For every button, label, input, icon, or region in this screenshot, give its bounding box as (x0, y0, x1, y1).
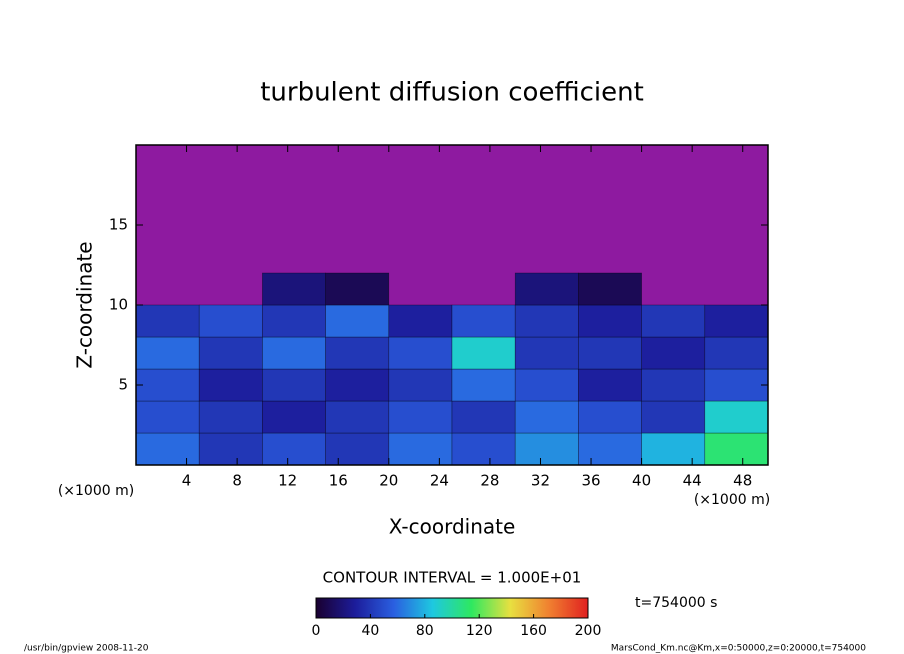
colorbar-tick-label: 200 (575, 623, 602, 639)
x-tick-label: 20 (379, 472, 398, 490)
colorbar-tick-label: 80 (416, 623, 434, 639)
field-cell (704, 304, 769, 338)
footer-left: /usr/bin/gpview 2008-11-20 (24, 644, 149, 654)
x-tick-label: 44 (683, 472, 702, 490)
colorbar-tick-label: 160 (520, 623, 547, 639)
field-cell (514, 304, 579, 338)
field-cell (262, 304, 326, 338)
field-cell (578, 272, 642, 306)
field-cell (262, 272, 326, 306)
y-tick-label: 5 (118, 376, 128, 394)
x-tick-label: 12 (278, 472, 297, 490)
field-cell (451, 432, 516, 466)
field-cell (388, 400, 453, 434)
x-tick-label: 36 (581, 472, 600, 490)
field-cell (451, 368, 516, 402)
field-cell (198, 368, 263, 402)
x-tick-label: 16 (329, 472, 348, 490)
x-tick-label: 48 (733, 472, 752, 490)
field-cell (388, 336, 453, 370)
field-cell (704, 432, 769, 466)
field-cell (135, 304, 200, 338)
y-axis-label: Z-coordinate (73, 241, 97, 368)
chart-title: turbulent diffusion coefficient (260, 78, 644, 108)
field-cell (578, 368, 642, 402)
y-unit: (×1000 m) (58, 483, 134, 499)
field-cell (198, 336, 263, 370)
field-cell (578, 432, 642, 466)
field-cell (514, 400, 579, 434)
field-cell (451, 304, 516, 338)
x-tick-label: 24 (430, 472, 449, 490)
colorbar-tick-label: 40 (361, 623, 379, 639)
field-cell (198, 400, 263, 434)
x-tick-label: 4 (182, 472, 192, 490)
field-cell (704, 336, 769, 370)
colorbar-tick-label: 0 (312, 623, 321, 639)
field-cell (388, 432, 453, 466)
field-cell (641, 400, 706, 434)
field-cell (704, 368, 769, 402)
field-cell (451, 400, 516, 434)
time-label: t=754000 s (635, 595, 717, 611)
field-cell (641, 336, 706, 370)
field-cell (325, 336, 390, 370)
field-cell (198, 304, 263, 338)
field-cell (641, 304, 706, 338)
footer-right: MarsCond_Km.nc@Km,x=0:50000,z=0:20000,t=… (611, 644, 866, 654)
field-cell (198, 432, 263, 466)
field-cell (325, 432, 390, 466)
field-cell (641, 432, 706, 466)
field-cell (578, 304, 642, 338)
x-tick-label: 40 (632, 472, 651, 490)
field-cell (325, 368, 390, 402)
field-cell (578, 336, 642, 370)
field-cell (135, 432, 200, 466)
field-cell (514, 432, 579, 466)
x-tick-label: 32 (531, 472, 550, 490)
y-tick-label: 10 (109, 296, 128, 314)
field-cell (135, 400, 200, 434)
field-cell (325, 272, 390, 306)
field-cell (514, 336, 579, 370)
field-cell (135, 368, 200, 402)
field-cell (578, 400, 642, 434)
x-tick-label: 28 (480, 472, 499, 490)
field-cell (388, 368, 453, 402)
field-cell (262, 432, 326, 466)
colorbar-tick-label: 120 (466, 623, 493, 639)
field-cell (388, 304, 453, 338)
field-cell (704, 400, 769, 434)
x-tick-label: 8 (232, 472, 242, 490)
colorbar (315, 597, 589, 619)
field-cell (325, 304, 390, 338)
y-tick-label: 15 (109, 216, 128, 234)
field-cell (514, 368, 579, 402)
field-cell (325, 400, 390, 434)
field-cell (262, 368, 326, 402)
field-cell (451, 336, 516, 370)
field-cell (262, 336, 326, 370)
x-unit: (×1000 m) (694, 492, 770, 508)
x-axis-label: X-coordinate (389, 515, 516, 539)
field-cell (514, 272, 579, 306)
field-cell (262, 400, 326, 434)
field-cell (641, 368, 706, 402)
contour-interval: CONTOUR INTERVAL = 1.000E+01 (323, 569, 582, 587)
field-cell (135, 336, 200, 370)
